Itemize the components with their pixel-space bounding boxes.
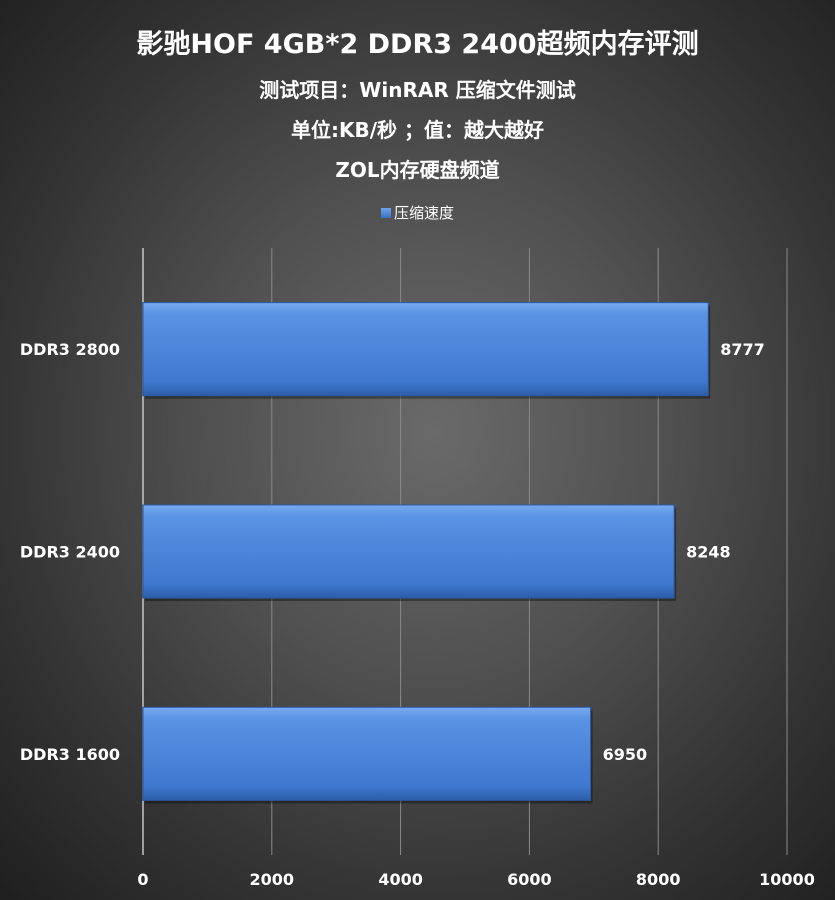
bar: [142, 504, 675, 599]
category-label: DDR3 2400: [20, 543, 120, 562]
data-label: 8248: [686, 543, 731, 562]
legend-swatch-icon: [380, 207, 391, 218]
x-tick-label: 4000: [378, 870, 423, 889]
data-label: 6950: [603, 745, 648, 764]
legend-label: 压缩速度: [393, 204, 454, 222]
legend: 压缩速度: [0, 202, 835, 223]
bar: [142, 302, 709, 397]
chart-subtitle-source: ZOL内存硬盘频道: [335, 158, 500, 182]
chart-subtitle-test-item: 测试项目：WinRAR 压缩文件测试: [259, 78, 576, 102]
x-tick-label: 6000: [507, 870, 552, 889]
x-tick-label: 10000: [759, 870, 815, 889]
chart-title: 影驰HOF 4GB*2 DDR3 2400超频内存评测: [136, 29, 699, 60]
data-label: 8777: [720, 340, 765, 359]
chart-subtitle-unit: 单位:KB/秒 ；值：越大越好: [290, 118, 544, 142]
x-tick-label: 0: [137, 870, 148, 889]
category-label: DDR3 2800: [20, 340, 120, 359]
bar: [142, 706, 592, 801]
x-tick-label: 8000: [636, 870, 681, 889]
x-tick-label: 2000: [250, 870, 295, 889]
category-label: DDR3 1600: [20, 745, 120, 764]
